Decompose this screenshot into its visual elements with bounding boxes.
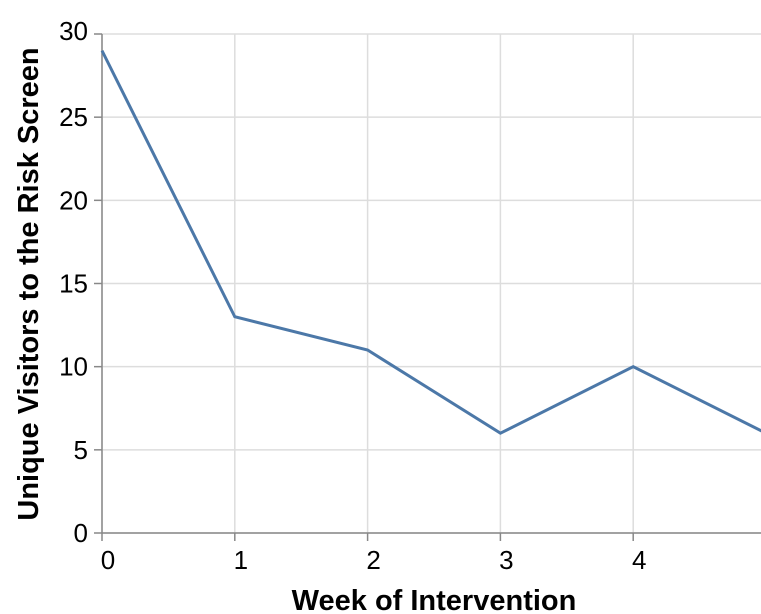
- y-axis-title: Unique Visitors to the Risk Screen: [13, 47, 45, 520]
- axes: [94, 33, 761, 541]
- y-tick-label: 10: [59, 352, 88, 382]
- y-tick-label: 0: [74, 518, 88, 548]
- x-axis-title: Week of Intervention: [292, 585, 577, 614]
- x-tick-label: 0: [101, 545, 115, 575]
- y-tick-label: 15: [59, 269, 88, 299]
- series-line: [100, 49, 761, 435]
- y-tick-labels: 0 5 10 15 20 25 30: [59, 16, 88, 548]
- y-tick-label: 5: [74, 435, 88, 465]
- y-gridlines: [102, 33, 761, 534]
- y-tick-label: 25: [59, 102, 88, 132]
- series-layer: [100, 49, 761, 435]
- x-tick-labels: 012345: [101, 545, 647, 575]
- x-tick-label: 1: [234, 545, 248, 575]
- x-tick-label: 4: [632, 545, 646, 575]
- x-tick-label: 2: [366, 545, 380, 575]
- x-tick-label: 3: [499, 545, 513, 575]
- y-tick-label: 30: [59, 16, 88, 46]
- y-tick-label: 20: [59, 185, 88, 215]
